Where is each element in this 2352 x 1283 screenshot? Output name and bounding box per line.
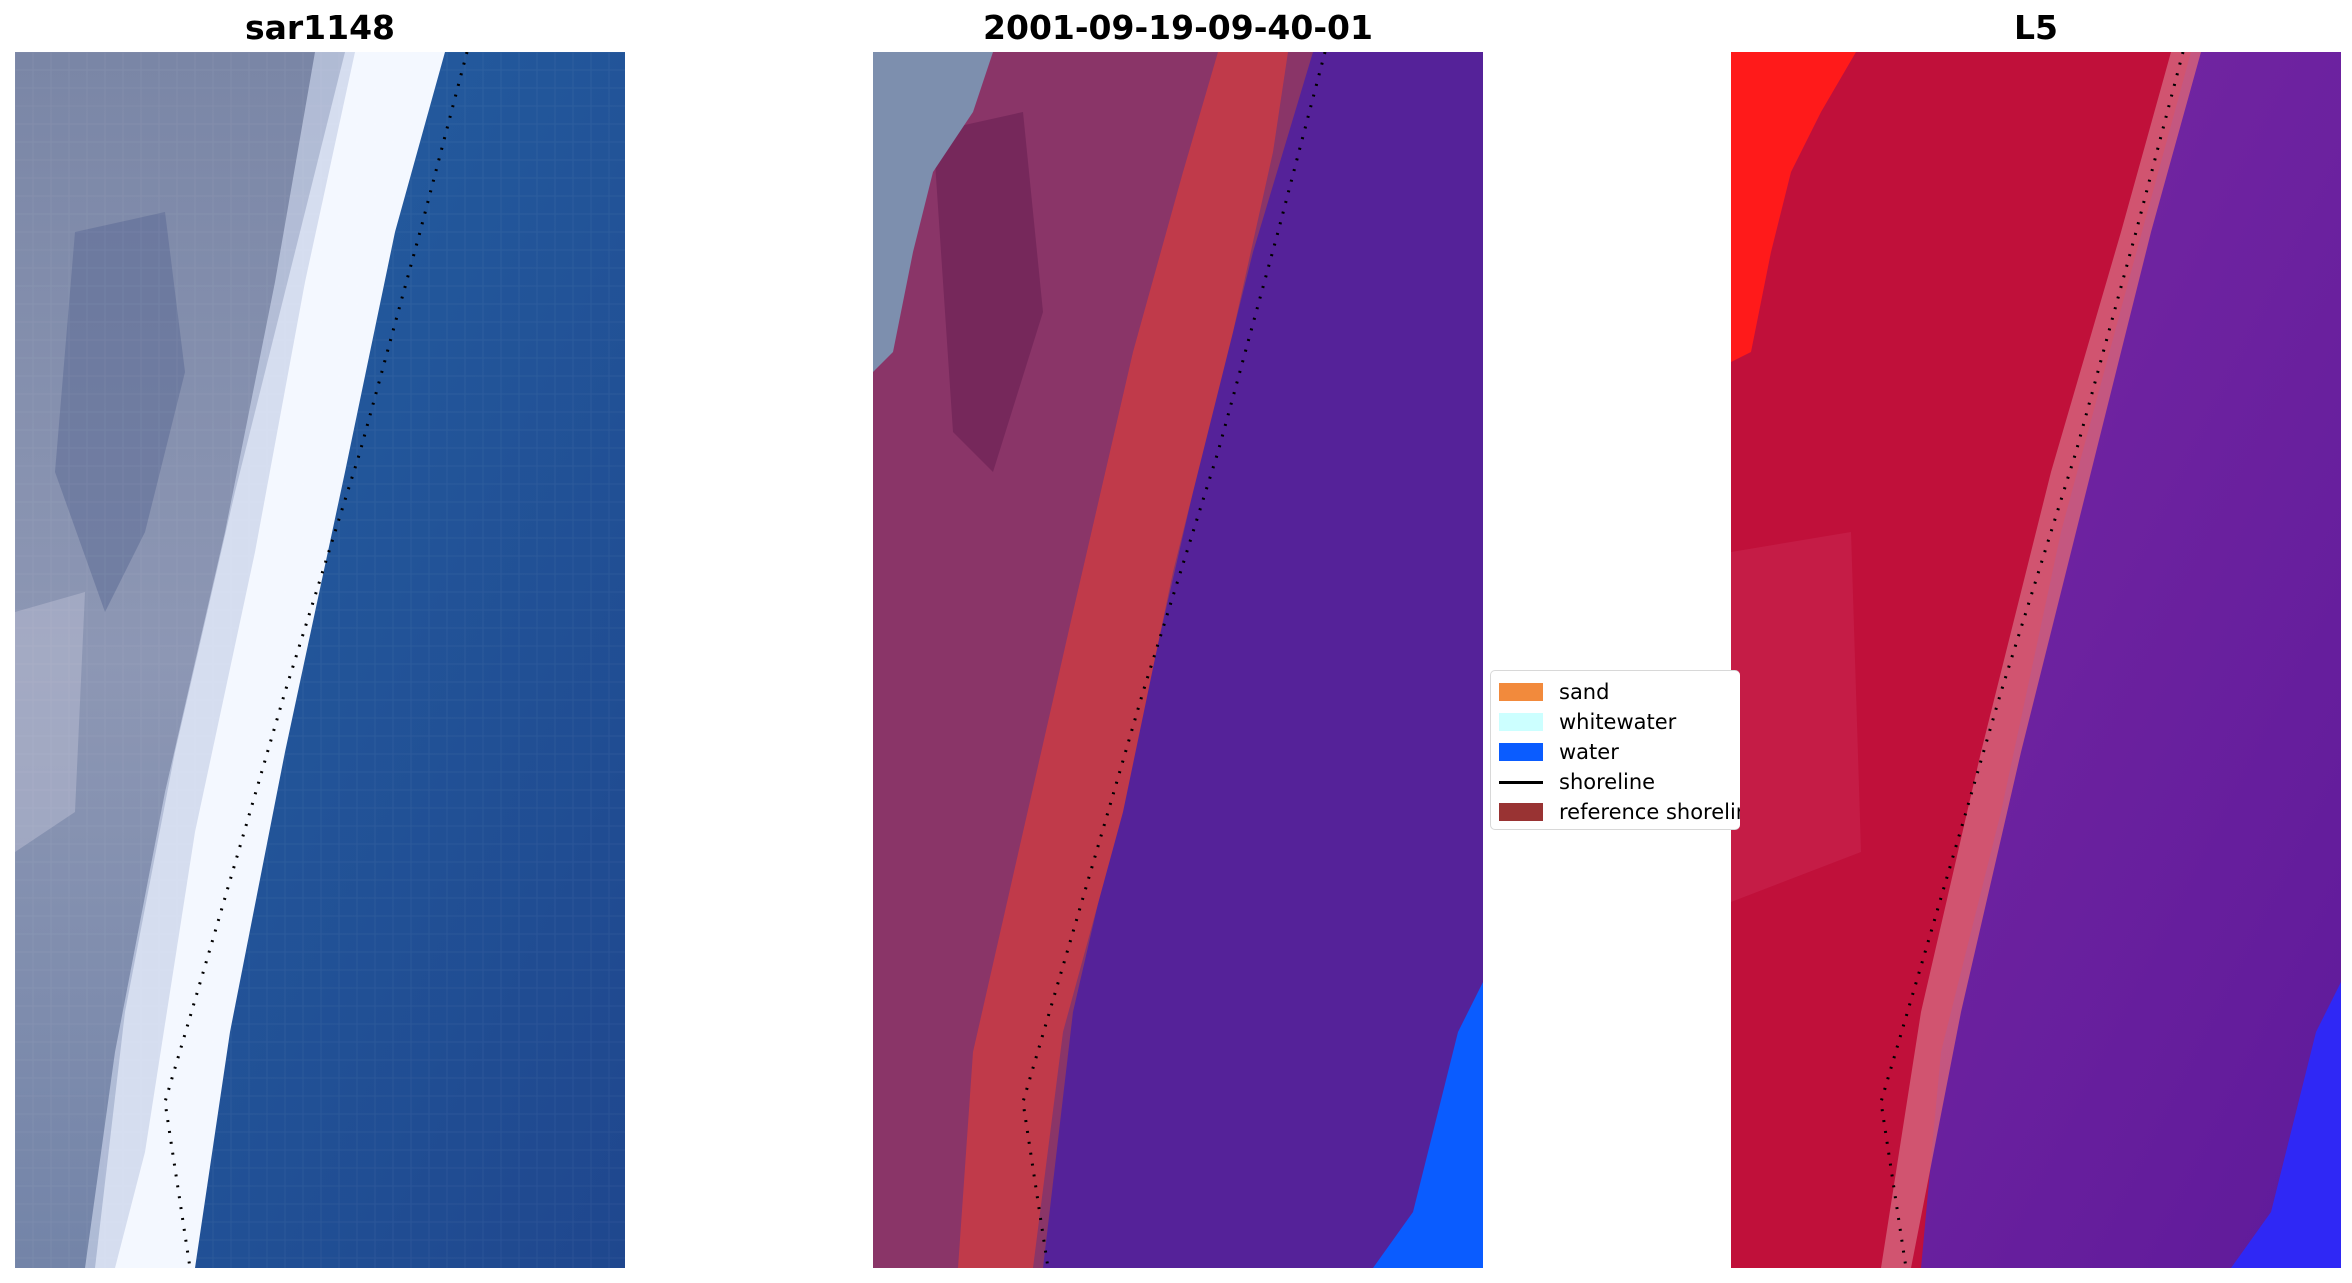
satellite-image-rgb [15,52,625,1268]
legend-label-sand: sand [1559,680,1610,704]
panel-title-middle: 2001-09-19-09-40-01 [983,8,1373,47]
legend-line-shoreline [1499,780,1543,784]
panel-title-right: L5 [2014,8,2058,47]
legend-swatch-reference-shoreline [1499,803,1543,821]
legend-label-water: water [1559,740,1619,764]
legend-label-shoreline: shoreline [1559,770,1656,794]
legend-swatch-water [1499,743,1543,761]
legend-item-whitewater: whitewater [1499,709,1676,735]
panel-title-left: sar1148 [244,8,396,47]
panel-middle: 2001-09-19-09-40-01 [873,0,1483,1283]
classified-image [873,52,1483,1268]
panel-right: L5 [1731,0,2341,1283]
legend-label-reference-shoreline: reference shoreline [1559,800,1740,824]
legend-item-water: water [1499,739,1619,765]
legend-swatch-whitewater [1499,713,1543,731]
legend-label-whitewater: whitewater [1559,710,1677,734]
probability-image [1731,52,2341,1268]
legend: sand whitewater water shoreline referenc… [1490,670,1740,830]
legend-item-sand: sand [1499,679,1609,705]
panel-left: sar1148 [15,0,625,1283]
legend-swatch-sand [1499,683,1543,701]
legend-item-shoreline: shoreline [1499,769,1655,795]
legend-item-reference-shoreline: reference shoreline [1499,799,1740,825]
